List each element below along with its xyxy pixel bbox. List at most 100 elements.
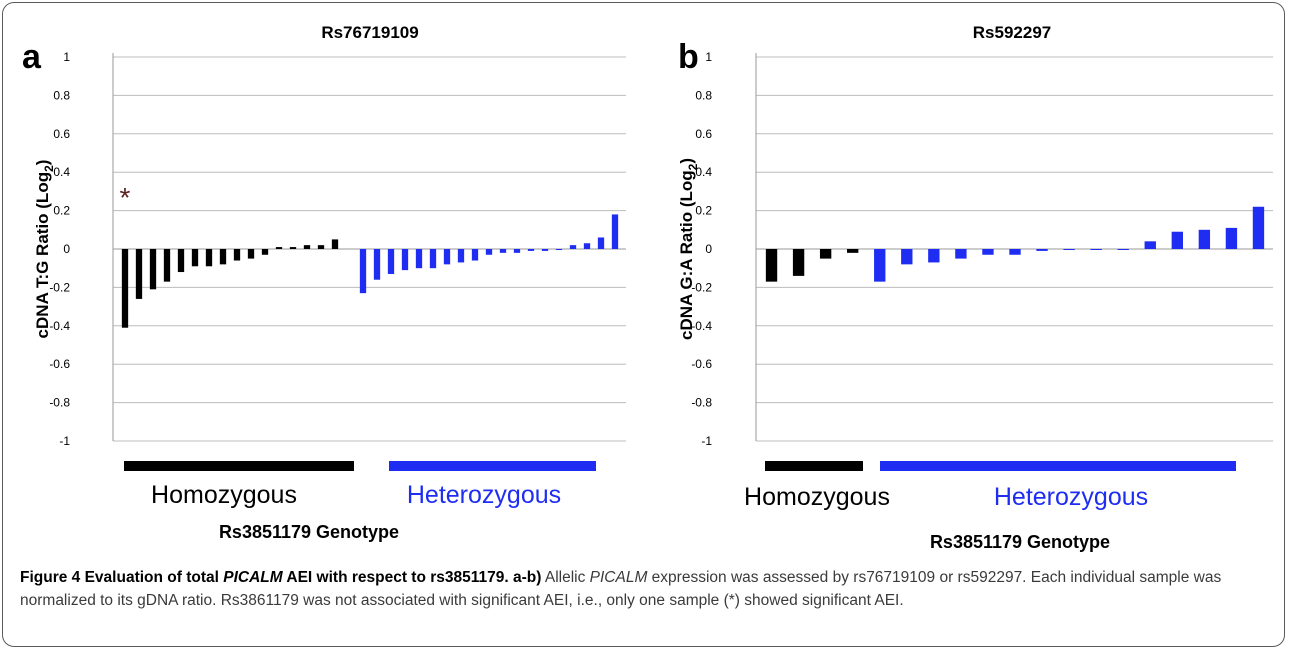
bar-heterozygous: [541, 249, 549, 251]
chart-panel-b: 1 0.8 0.6 0.4 0.2 0 -0.2 -0.4 -0.6 -0.8 -1 b Rs59229…: [677, 23, 1273, 552]
bar-homozygous: [303, 245, 311, 249]
bar-heterozygous: [1063, 249, 1075, 250]
bar-heterozygous: [569, 245, 577, 249]
bar-homozygous: [149, 249, 157, 290]
bar-homozygous: [177, 249, 185, 273]
caption-title-suffix: AEI with respect to rs3851179. a-b): [282, 569, 542, 586]
bar-heterozygous: [874, 249, 886, 282]
bar-heterozygous: [387, 249, 395, 274]
y-axis-label-end: ): [33, 160, 52, 166]
bar-heterozygous: [928, 249, 940, 263]
bar-heterozygous: [485, 249, 493, 255]
figure-charts: 1 0.8 0.6 0.4 0.2 0 -0.2 -0.4 -0.6 -0.8 -1 a Rs76719…: [22, 23, 1273, 552]
y-tick-label: 0.6: [695, 127, 712, 141]
bar-homozygous: [792, 249, 805, 276]
group-label-homozygous: Homozygous: [744, 483, 890, 511]
bar-homozygous: [847, 249, 859, 253]
bar-homozygous: [219, 249, 227, 265]
bar-heterozygous: [401, 249, 409, 271]
bar-heterozygous: [1252, 206, 1265, 249]
bar-heterozygous: [1198, 229, 1211, 249]
chart-title: Rs592297: [973, 23, 1051, 42]
bar-homozygous: [331, 239, 339, 249]
y-axis-label-subscript: 2: [686, 163, 700, 170]
bar-homozygous: [135, 249, 143, 299]
bar-heterozygous: [429, 249, 437, 269]
y-axis-label-main: cDNA G:A Ratio (Log: [677, 170, 696, 340]
caption-text-start: Allelic: [541, 569, 590, 586]
y-tick-label: -0.2: [691, 280, 712, 294]
bar-heterozygous: [982, 249, 994, 255]
bar-heterozygous: [1171, 231, 1183, 249]
y-tick-label: 1: [705, 50, 712, 64]
panel-letter: a: [22, 38, 42, 76]
bar-homozygous: [205, 249, 213, 267]
caption-title-gene: PICALM: [223, 569, 283, 586]
bar-homozygous: [121, 249, 129, 328]
y-axis-label: cDNA T:G Ratio (Log2): [33, 160, 56, 339]
panel-letter: b: [678, 38, 699, 76]
y-tick-label: 0.4: [53, 165, 70, 179]
bar-heterozygous: [1090, 249, 1102, 250]
bar-homozygous: [765, 249, 778, 282]
y-tick-label: 1: [63, 50, 70, 64]
bar-homozygous: [191, 249, 199, 267]
y-tick-label: 0.2: [695, 204, 712, 218]
group-bracket-heterozygous: [880, 461, 1236, 471]
y-axis-label: cDNA G:A Ratio (Log2): [677, 158, 700, 340]
bar-heterozygous: [443, 249, 451, 265]
bar-heterozygous: [513, 249, 521, 253]
bar-heterozygous: [597, 237, 605, 249]
y-tick-label: -1: [59, 434, 70, 448]
y-tick-label: -0.6: [691, 357, 712, 371]
bar-heterozygous: [373, 249, 381, 280]
y-tick-label: 0.2: [53, 204, 70, 218]
figure-caption: Figure 4 Evaluation of total PICALM AEI …: [20, 566, 1270, 612]
bar-heterozygous: [955, 249, 967, 259]
bar-heterozygous: [527, 249, 535, 251]
bar-homozygous: [233, 249, 241, 261]
bar-heterozygous: [499, 249, 507, 253]
caption-title-prefix: Figure 4 Evaluation of total: [20, 569, 224, 586]
bar-homozygous: [261, 249, 269, 255]
bar-heterozygous: [457, 249, 465, 263]
chart-panel-a: 1 0.8 0.6 0.4 0.2 0 -0.2 -0.4 -0.6 -0.8 -1 a Rs76719…: [22, 23, 626, 542]
y-tick-label: 0: [705, 242, 712, 256]
y-tick-label: 0.8: [695, 88, 712, 102]
bar-homozygous: [317, 245, 325, 249]
group-label-homozygous: Homozygous: [151, 481, 297, 509]
y-tick-label: -0.2: [49, 280, 70, 294]
bar-homozygous: [247, 249, 255, 259]
y-tick-label: 0: [63, 242, 70, 256]
y-tick-label: 0.4: [695, 165, 712, 179]
caption-gene: PICALM: [589, 569, 648, 586]
group-bracket-homozygous: [124, 461, 354, 471]
bar-heterozygous: [583, 243, 591, 249]
group-label-heterozygous: Heterozygous: [994, 483, 1148, 511]
bar-heterozygous: [1225, 227, 1238, 249]
bar-heterozygous: [1036, 249, 1048, 251]
bar-heterozygous: [901, 249, 913, 265]
caption-text-end: expression was assessed by rs76719109 or…: [20, 569, 1222, 609]
bar-heterozygous: [1144, 241, 1156, 249]
bar-heterozygous: [471, 249, 479, 261]
bar-heterozygous: [415, 249, 423, 269]
bar-homozygous: [289, 247, 297, 249]
bar-heterozygous: [555, 249, 563, 250]
y-tick-label: -0.6: [49, 357, 70, 371]
bar-heterozygous: [359, 249, 367, 294]
y-tick-label: -0.8: [49, 396, 70, 410]
y-tick-label: -1: [701, 434, 712, 448]
group-label-heterozygous: Heterozygous: [407, 481, 561, 509]
bar-homozygous: [163, 249, 171, 282]
bar-heterozygous: [1117, 249, 1129, 250]
y-tick-label: -0.4: [691, 319, 712, 333]
y-tick-label: -0.8: [691, 396, 712, 410]
bar-homozygous: [275, 247, 283, 249]
y-axis-label-main: cDNA T:G Ratio (Log: [33, 172, 52, 339]
x-axis-label: Rs3851179 Genotype: [930, 532, 1110, 552]
group-bracket-homozygous: [765, 461, 863, 471]
caption-title: Figure 4 Evaluation of total PICALM AEI …: [20, 569, 541, 586]
x-axis-label: Rs3851179 Genotype: [219, 522, 399, 542]
